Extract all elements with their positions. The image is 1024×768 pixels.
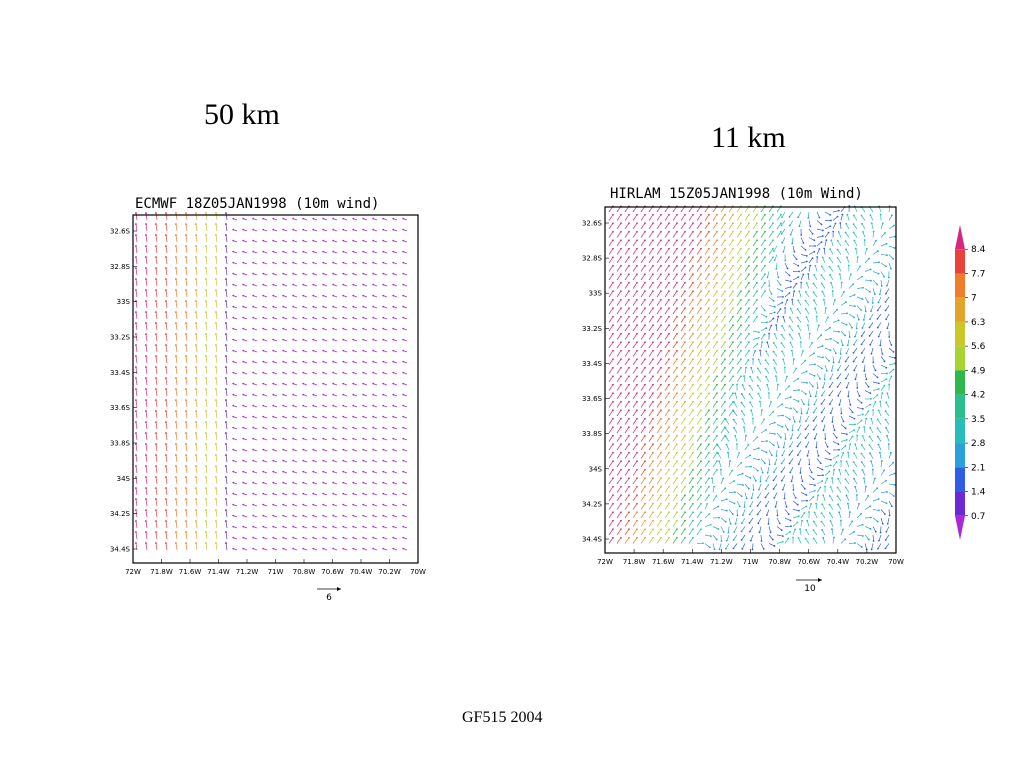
latitude-tick-label: 33.2S <box>582 325 603 333</box>
latitude-axis: 32.6S 32.8S 33S 33.2S 33.4S 33.6S 33.8S 34S 34.2… <box>582 220 609 544</box>
colorbar-label: 6.3 <box>971 318 985 328</box>
longitude-tick-label: 70.4W <box>350 568 373 576</box>
colorbar-swatch <box>955 491 965 516</box>
latitude-tick-label: 33.6S <box>582 395 603 403</box>
latitude-tick-label: 32.6S <box>110 228 131 236</box>
colorbar-swatch <box>955 418 965 444</box>
longitude-tick-label: 71.2W <box>710 558 733 566</box>
longitude-tick-label: 72W <box>125 568 141 576</box>
reference-vector-label: 10 <box>804 584 816 594</box>
latitude-tick-label: 33.6S <box>110 404 131 412</box>
ecmwf-wind-panel: ECMWF 18Z05JAN1998 (10m wind) 32.6S 32.8S… <box>110 196 426 603</box>
latitude-tick-label: 33.4S <box>582 360 603 368</box>
latitude-tick-label: 34.4S <box>110 546 131 554</box>
colorbar-label: 2.1 <box>971 463 985 473</box>
wind-vector-field <box>608 205 896 551</box>
longitude-tick-label: 71.8W <box>150 568 173 576</box>
colorbar-label: 2.8 <box>971 439 986 449</box>
longitude-tick-label: 71.4W <box>207 568 230 576</box>
longitude-tick-label: 71.8W <box>623 558 646 566</box>
longitude-tick-label: 70.6W <box>321 568 344 576</box>
colorbar-swatch <box>955 370 965 395</box>
latitude-tick-label: 33.8S <box>582 430 603 438</box>
colorbar-swatch <box>955 273 965 298</box>
longitude-tick-label: 71W <box>268 568 284 576</box>
colorbar-label: 7.7 <box>971 269 985 279</box>
reference-vector-label: 6 <box>326 593 332 603</box>
colorbar-label: 1.4 <box>971 488 986 498</box>
hirlam-wind-panel: HIRLAM 15Z05JAN1998 (10m Wind) 32.6S 32.8… <box>582 186 986 594</box>
colorbar: 8.4 7.7 7 6.3 5.6 4.9 4.2 3.5 2.8 2.1 1.4 0.7 <box>955 225 986 540</box>
resolution-label-11km: 11 km <box>711 121 786 154</box>
longitude-axis: 72W 71.8W 71.6W 71.4W 71.2W 71W 70.8W 70.6W 70.4… <box>125 559 426 576</box>
colorbar-swatch <box>955 515 965 540</box>
latitude-tick-label: 34.4S <box>582 536 603 544</box>
longitude-tick-label: 70W <box>888 558 904 566</box>
longitude-tick-label: 70.2W <box>856 558 879 566</box>
longitude-tick-label: 71W <box>743 558 759 566</box>
latitude-tick-label: 33S <box>117 298 131 306</box>
colorbar-swatch <box>955 297 965 322</box>
colorbar-label: 7 <box>971 294 977 304</box>
footer-text: GF515 2004 <box>462 709 543 726</box>
colorbar-swatch <box>955 394 965 419</box>
longitude-tick-label: 71.6W <box>652 558 675 566</box>
colorbar-label: 4.2 <box>971 391 985 401</box>
colorbar-label: 4.9 <box>971 366 986 376</box>
longitude-axis: 72W 71.8W 71.6W 71.4W 71.2W 71W 70.8W 70.6W 70.4… <box>597 549 904 566</box>
colorbar-label: 5.6 <box>971 342 986 352</box>
colorbar-label: 3.5 <box>971 415 985 425</box>
latitude-tick-label: 33.8S <box>110 440 131 448</box>
panel-title: ECMWF 18Z05JAN1998 (10m wind) <box>135 196 379 212</box>
longitude-tick-label: 70.8W <box>293 568 316 576</box>
colorbar-swatch <box>955 321 965 347</box>
longitude-tick-label: 70.2W <box>378 568 401 576</box>
longitude-tick-label: 71.2W <box>236 568 259 576</box>
panel-title: HIRLAM 15Z05JAN1998 (10m Wind) <box>610 186 863 202</box>
latitude-tick-label: 33.4S <box>110 369 131 377</box>
longitude-tick-label: 72W <box>597 558 613 566</box>
longitude-tick-label: 71.6W <box>179 568 202 576</box>
longitude-tick-label: 70W <box>410 568 426 576</box>
reference-vector: 10 <box>796 578 822 594</box>
latitude-tick-label: 32.8S <box>110 263 131 271</box>
latitude-tick-label: 33S <box>589 290 603 298</box>
colorbar-swatch <box>955 467 965 492</box>
latitude-axis: 32.6S 32.8S 33S 33.2S 33.4S 33.6S 33.8S 34S 34.2… <box>110 228 137 554</box>
longitude-tick-label: 70.4W <box>827 558 850 566</box>
reference-vector: 6 <box>317 587 341 603</box>
longitude-tick-label: 70.6W <box>797 558 820 566</box>
latitude-tick-label: 34S <box>589 465 603 473</box>
colorbar-label: 8.4 <box>971 245 986 255</box>
colorbar-swatch <box>955 225 965 250</box>
longitude-tick-label: 70.8W <box>768 558 791 566</box>
plot-frame <box>604 206 897 554</box>
wind-vector-field <box>135 212 408 551</box>
latitude-tick-label: 33.2S <box>110 334 131 342</box>
colorbar-swatch <box>955 443 965 468</box>
colorbar-swatch <box>955 346 965 371</box>
latitude-tick-label: 34.2S <box>582 500 603 508</box>
latitude-tick-label: 34S <box>117 475 131 483</box>
colorbar-label: 0.7 <box>971 512 985 522</box>
colorbar-swatch <box>955 249 965 274</box>
latitude-tick-label: 32.8S <box>582 255 603 263</box>
longitude-tick-label: 71.4W <box>681 558 704 566</box>
resolution-label-50km: 50 km <box>204 98 280 131</box>
latitude-tick-label: 34.2S <box>110 510 131 518</box>
latitude-tick-label: 32.6S <box>582 220 603 228</box>
